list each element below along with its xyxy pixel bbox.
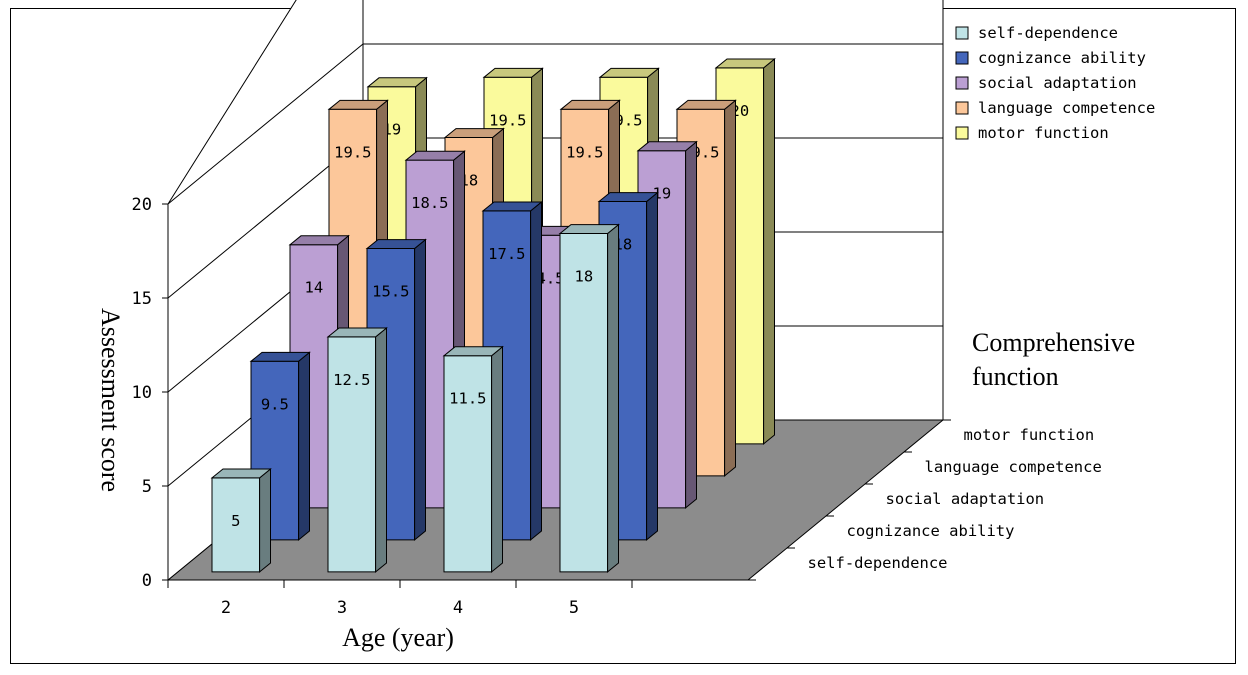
bar-top [559,99,621,110]
bar: 5 [210,467,272,573]
bar-top [326,327,388,338]
z-axis-label: Comprehensive function [972,328,1136,391]
legend-swatch [955,51,969,65]
x-tick-label: 5 [569,598,579,618]
y-tick-label: 15 [132,289,152,309]
bar-top [366,77,428,88]
x-tick-label: 4 [453,598,463,618]
bar-side [646,191,658,541]
bar-side [685,140,697,509]
gridline-side [167,43,364,205]
x-axis-label: Age (year) [342,623,454,652]
data-label: 9.5 [261,395,289,413]
data-label: 19.5 [334,143,371,161]
data-label: 18 [574,268,593,286]
bar-side [724,99,736,477]
data-label: 17.5 [488,245,525,263]
bar-side [607,223,619,573]
x-tick-label: 3 [337,598,347,618]
bar-top [404,150,466,161]
legend-swatch [955,26,969,40]
bar-top [598,67,660,78]
bar-top [249,351,311,362]
legend-label: language competence [978,99,1155,117]
legend-swatch [955,76,969,90]
y-tick-label: 10 [132,383,152,403]
bar-top [327,99,389,110]
bar-side [259,467,271,573]
data-label: 5 [231,512,240,530]
data-label: 15.5 [372,283,409,301]
axes: 0 5 10 15 20 2 3 4 5 self-dependence cognizance ab… [132,195,1102,618]
depth-axis-label: language competence [925,458,1102,476]
bar-top [558,224,620,234]
bar-side [491,345,503,573]
data-label: 19.5 [489,111,526,129]
bar: 11.5 [442,345,504,573]
bar-top [481,201,543,212]
bar-side [375,326,387,573]
legend-swatch [955,101,969,115]
y-axis-label: Assessment score [96,308,125,492]
legend: self-dependence cognizance ability social … [955,24,1155,142]
depth-axis-label: motor function [964,426,1095,444]
data-label: 12.5 [333,371,370,389]
bar-side [763,57,775,445]
data-label: 11.5 [449,390,486,408]
x-tick-label: 2 [221,598,231,618]
depth-axis-label: social adaptation [886,490,1045,508]
bar-top [714,58,776,69]
bar-front [443,355,493,573]
bar-top [288,235,350,246]
bar-top [675,99,737,110]
legend-swatch [955,126,969,140]
data-label: 14 [304,279,323,297]
bar: 18 [558,223,620,573]
data-label: 18.5 [411,194,448,212]
bar-top [482,67,544,78]
data-label: 19.5 [566,143,603,161]
z-axis-label-wrap: Comprehensive function [972,328,1136,391]
legend-label: motor function [978,124,1109,142]
bar-top [597,192,659,202]
y-tick-label: 5 [142,477,152,497]
legend-label: self-dependence [978,24,1118,42]
depth-axis-label: self-dependence [808,554,948,572]
bar-top [636,141,698,152]
y-tick-label: 0 [142,571,152,591]
bar-side [298,351,310,541]
legend-label: cognizance ability [978,49,1146,67]
depth-axis-label: cognizance ability [847,522,1015,540]
bar-top [365,239,427,249]
bar: 12.5 [326,326,388,573]
bar-top [210,468,272,479]
bar-top [443,128,505,138]
y-tick-label: 20 [132,195,152,215]
bar-top [442,346,504,357]
legend-label: social adaptation [978,74,1137,92]
bar-side [530,200,542,541]
bar-side [414,238,426,541]
